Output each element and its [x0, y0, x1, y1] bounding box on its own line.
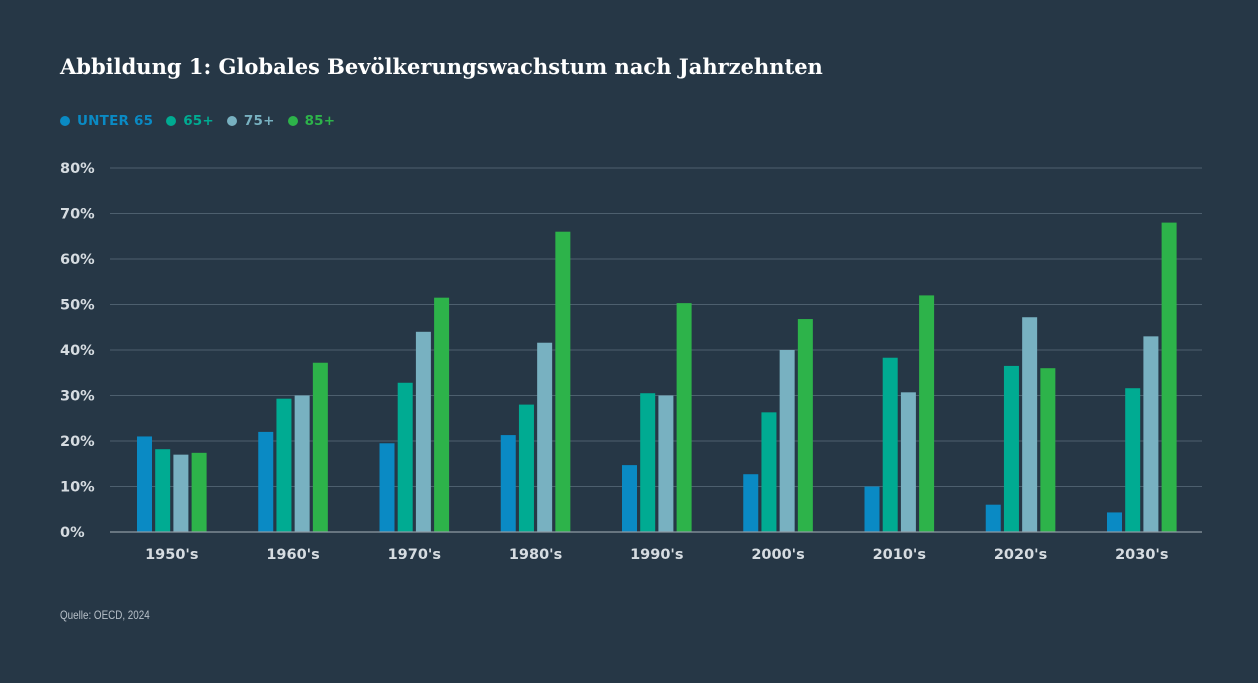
bar — [1003, 365, 1019, 532]
x-tick-label: 2030's — [1115, 547, 1168, 563]
y-tick-label: 30% — [60, 389, 95, 405]
y-tick-label: 80% — [60, 161, 95, 177]
x-tick-label: 2000's — [751, 547, 804, 563]
bar — [900, 392, 916, 532]
bar — [294, 395, 310, 532]
bar — [779, 350, 795, 532]
bar — [864, 486, 880, 532]
bar — [1125, 388, 1141, 532]
y-tick-label: 40% — [60, 343, 95, 359]
bar — [397, 382, 413, 532]
bar — [797, 319, 813, 532]
bar — [518, 404, 534, 532]
x-tick-label: 1950's — [145, 547, 198, 563]
legend-item: 85+ — [287, 113, 336, 129]
y-tick-label: 0% — [60, 525, 85, 541]
bar — [312, 362, 328, 532]
y-tick-label: 70% — [60, 207, 95, 223]
bar — [743, 474, 759, 532]
bar — [173, 454, 189, 532]
x-tick-label: 1970's — [388, 547, 441, 563]
legend-item: 75+ — [226, 113, 275, 129]
legend-label: 75+ — [243, 113, 275, 129]
bar — [1143, 336, 1159, 532]
bar — [676, 303, 692, 532]
bar — [882, 357, 898, 532]
x-tick-label: 2020's — [994, 547, 1047, 563]
bar — [155, 449, 171, 532]
bar — [761, 412, 777, 532]
bar — [1022, 317, 1038, 532]
y-tick-label: 20% — [60, 434, 95, 450]
bar — [379, 443, 395, 532]
bar — [1107, 512, 1122, 532]
bar — [276, 398, 292, 532]
y-tick-label: 50% — [60, 298, 95, 314]
legend-label: 65+ — [183, 113, 214, 129]
legend-dot-icon — [226, 116, 237, 126]
y-tick-label: 10% — [60, 480, 95, 496]
chart-legend: UNTER 65 65+ 75+ 85+ — [60, 113, 348, 129]
x-tick-label: 1980's — [509, 547, 562, 563]
legend-dot-icon — [166, 116, 177, 126]
legend-dot-icon — [287, 116, 298, 126]
chart-title: Abbildung 1: Globales Bevölkerungswachst… — [60, 54, 823, 79]
bar — [191, 452, 207, 532]
legend-label: UNTER 65 — [77, 113, 154, 129]
bar — [537, 342, 553, 532]
bar — [415, 331, 431, 532]
bar — [500, 435, 516, 532]
x-tick-label: 1960's — [266, 547, 319, 563]
x-tick-label: 2010's — [873, 547, 926, 563]
y-tick-label: 60% — [60, 252, 95, 268]
bar — [919, 295, 935, 532]
legend-item: 65+ — [166, 113, 214, 129]
bar — [1040, 368, 1056, 532]
legend-item: UNTER 65 — [60, 113, 153, 129]
legend-dot-icon — [60, 116, 70, 126]
bar — [622, 465, 637, 532]
source-note: Quelle: OECD, 2024 — [60, 608, 150, 622]
bar — [137, 436, 152, 532]
bar — [434, 297, 450, 532]
x-tick-label: 1990's — [630, 547, 683, 563]
legend-label: 85+ — [304, 113, 336, 129]
bar — [985, 504, 1001, 532]
bar — [555, 231, 571, 532]
bar — [640, 393, 656, 532]
bar — [258, 431, 274, 532]
bar — [658, 395, 674, 532]
bar — [1161, 222, 1177, 532]
